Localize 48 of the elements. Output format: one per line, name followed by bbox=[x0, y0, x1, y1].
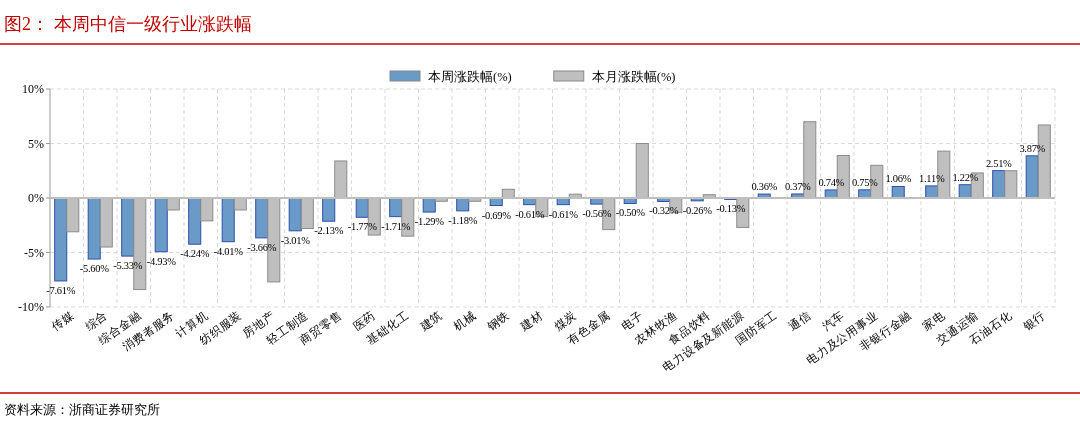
y-tick-label: 5% bbox=[28, 136, 44, 151]
x-tick-label: 建筑 bbox=[417, 308, 445, 333]
data-label: -4.01% bbox=[213, 245, 244, 257]
data-label: 1.11% bbox=[919, 172, 945, 184]
data-label: 0.36% bbox=[751, 181, 778, 193]
data-label: -3.01% bbox=[280, 234, 311, 246]
x-tick-label: 银行 bbox=[1020, 308, 1048, 333]
data-label: -0.32% bbox=[649, 205, 679, 217]
y-tick-label: -10% bbox=[18, 300, 44, 314]
data-label: -5.33% bbox=[113, 260, 143, 272]
legend-label: 本月涨跌幅(%) bbox=[591, 70, 676, 84]
data-label: -0.50% bbox=[615, 207, 646, 219]
data-label: -4.93% bbox=[146, 255, 177, 267]
data-label: -4.24% bbox=[180, 248, 210, 260]
chart-title: 图2： 本周中信一级行业涨跌幅 bbox=[4, 14, 252, 34]
x-tick-label: 通信 bbox=[786, 308, 813, 333]
data-label: 1.22% bbox=[952, 171, 979, 183]
data-label: -3.66% bbox=[247, 241, 277, 253]
legend-label: 本周涨跌幅(%) bbox=[428, 70, 512, 84]
data-label: -7.61% bbox=[46, 284, 76, 296]
x-tick-label: 综合 bbox=[82, 307, 110, 333]
data-label: 0.74% bbox=[818, 176, 845, 188]
data-label: 0.37% bbox=[784, 180, 812, 192]
data-label: -0.61% bbox=[515, 208, 545, 220]
y-tick-label: 0% bbox=[28, 191, 44, 205]
x-tick-label: 钢铁 bbox=[484, 308, 512, 333]
x-tick-label: 机械 bbox=[451, 308, 478, 333]
data-label: -0.13% bbox=[716, 203, 746, 215]
data-label: -0.69% bbox=[481, 209, 512, 221]
data-label: -0.26% bbox=[682, 204, 713, 216]
y-tick-label: 10% bbox=[22, 82, 44, 96]
data-label: -1.18% bbox=[448, 214, 478, 226]
text: 资料来源：浙商证券研究所 bbox=[4, 402, 160, 417]
data-label: -1.77% bbox=[347, 221, 378, 233]
data-label: -5.60% bbox=[79, 263, 110, 275]
data-label: -0.61% bbox=[548, 208, 579, 220]
data-label: 1.06% bbox=[885, 173, 912, 185]
data-label: -1.71% bbox=[381, 220, 411, 232]
data-label: -1.29% bbox=[414, 216, 445, 228]
x-tick-label: 建材 bbox=[517, 308, 545, 333]
data-label: 2.51% bbox=[985, 157, 1013, 169]
data-label: -2.13% bbox=[314, 225, 344, 237]
data-label: 3.87% bbox=[1019, 142, 1046, 154]
x-tick-label: 煤炭 bbox=[551, 308, 579, 333]
x-tick-label: 传媒 bbox=[49, 308, 76, 333]
data-label: -0.56% bbox=[582, 208, 612, 220]
y-tick-label: -5% bbox=[24, 245, 44, 260]
data-label: 0.75% bbox=[851, 176, 879, 188]
